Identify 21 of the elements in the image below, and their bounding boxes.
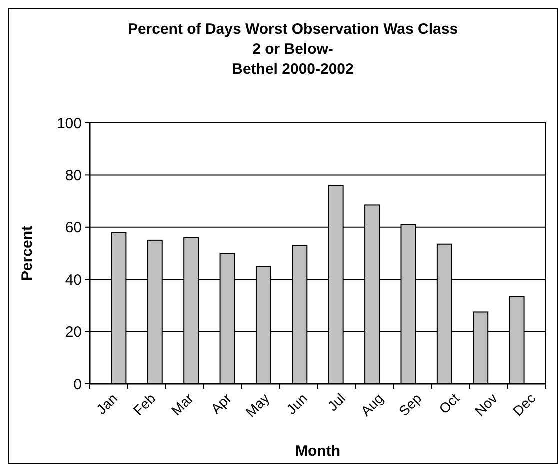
chart-title: Percent of Days Worst Observation Was Class 2 or Below- Bethel 2000-2002 [128,21,458,78]
x-tick-label: Oct [436,390,463,417]
x-tick-label: Aug [358,390,387,420]
x-tick-label: Jul [324,390,349,414]
x-tick-label: Feb [130,390,159,419]
x-axis-title: Month [296,443,340,460]
x-tick-label: Apr [208,390,235,417]
y-tick-label: 100 [56,115,82,132]
y-tick-label: 80 [65,167,82,184]
x-tick-label: Nov [472,390,501,420]
y-tick-label: 20 [65,324,82,342]
y-tick-label: 0 [74,376,82,394]
x-tick-label: Dec [510,390,539,420]
y-tick-label: 40 [65,272,82,289]
x-tick-label: May [242,390,273,420]
x-tick-label: Sep [396,390,425,420]
x-tick-label: Jan [93,390,121,418]
y-tick-label: 60 [65,220,82,237]
y-axis-title: Percent [19,226,36,282]
x-tick-label: Jun [283,390,311,418]
x-tick-label: Mar [168,390,197,419]
